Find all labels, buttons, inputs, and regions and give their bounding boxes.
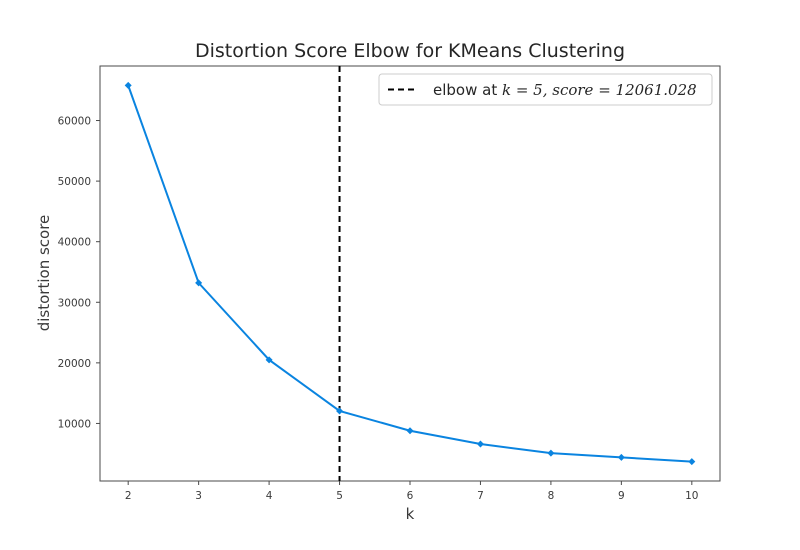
legend-label-prefix: elbow at: [433, 81, 502, 99]
x-axis-label: k: [406, 505, 415, 523]
x-tick-label: 4: [266, 490, 273, 502]
legend: elbow at k = 5, score = 12061.028: [378, 73, 713, 106]
data-point-marker: [406, 427, 414, 435]
y-tick-label: 40000: [58, 237, 91, 249]
data-point-marker: [476, 440, 484, 448]
data-point-marker: [195, 279, 203, 287]
data-point-marker: [265, 356, 273, 364]
y-tick-label: 60000: [58, 116, 91, 128]
data-point-marker: [547, 449, 555, 457]
legend-label: elbow at k = 5, score = 12061.028: [433, 81, 697, 99]
y-axis-ticks: 10000 20000 30000 40000 50000 60000: [58, 116, 100, 430]
x-axis-ticks: 2 3 4 5 6 7 8 9 10: [125, 481, 699, 502]
x-tick-label: 3: [195, 490, 202, 502]
chart-title: Distortion Score Elbow for KMeans Cluste…: [195, 40, 625, 62]
x-tick-label: 8: [548, 490, 555, 502]
y-tick-label: 20000: [58, 358, 91, 370]
x-tick-label: 5: [336, 490, 343, 502]
data-point-marker: [617, 453, 625, 461]
data-point-marker: [336, 407, 344, 415]
plot-frame: [99, 65, 721, 482]
y-axis-label: distortion score: [35, 215, 53, 332]
legend-label-math: k = 5, score = 12061.028: [502, 81, 697, 99]
x-tick-label: 7: [477, 490, 484, 502]
legend-box: [378, 73, 713, 106]
series-points: [124, 81, 696, 466]
x-tick-label: 6: [407, 490, 414, 502]
x-tick-label: 2: [125, 490, 132, 502]
y-tick-label: 30000: [58, 297, 91, 309]
x-tick-label: 10: [685, 490, 698, 502]
y-tick-label: 10000: [58, 418, 91, 430]
data-point-marker: [124, 81, 132, 89]
x-tick-label: 9: [618, 490, 625, 502]
data-point-marker: [688, 458, 696, 466]
y-tick-label: 50000: [58, 176, 91, 188]
